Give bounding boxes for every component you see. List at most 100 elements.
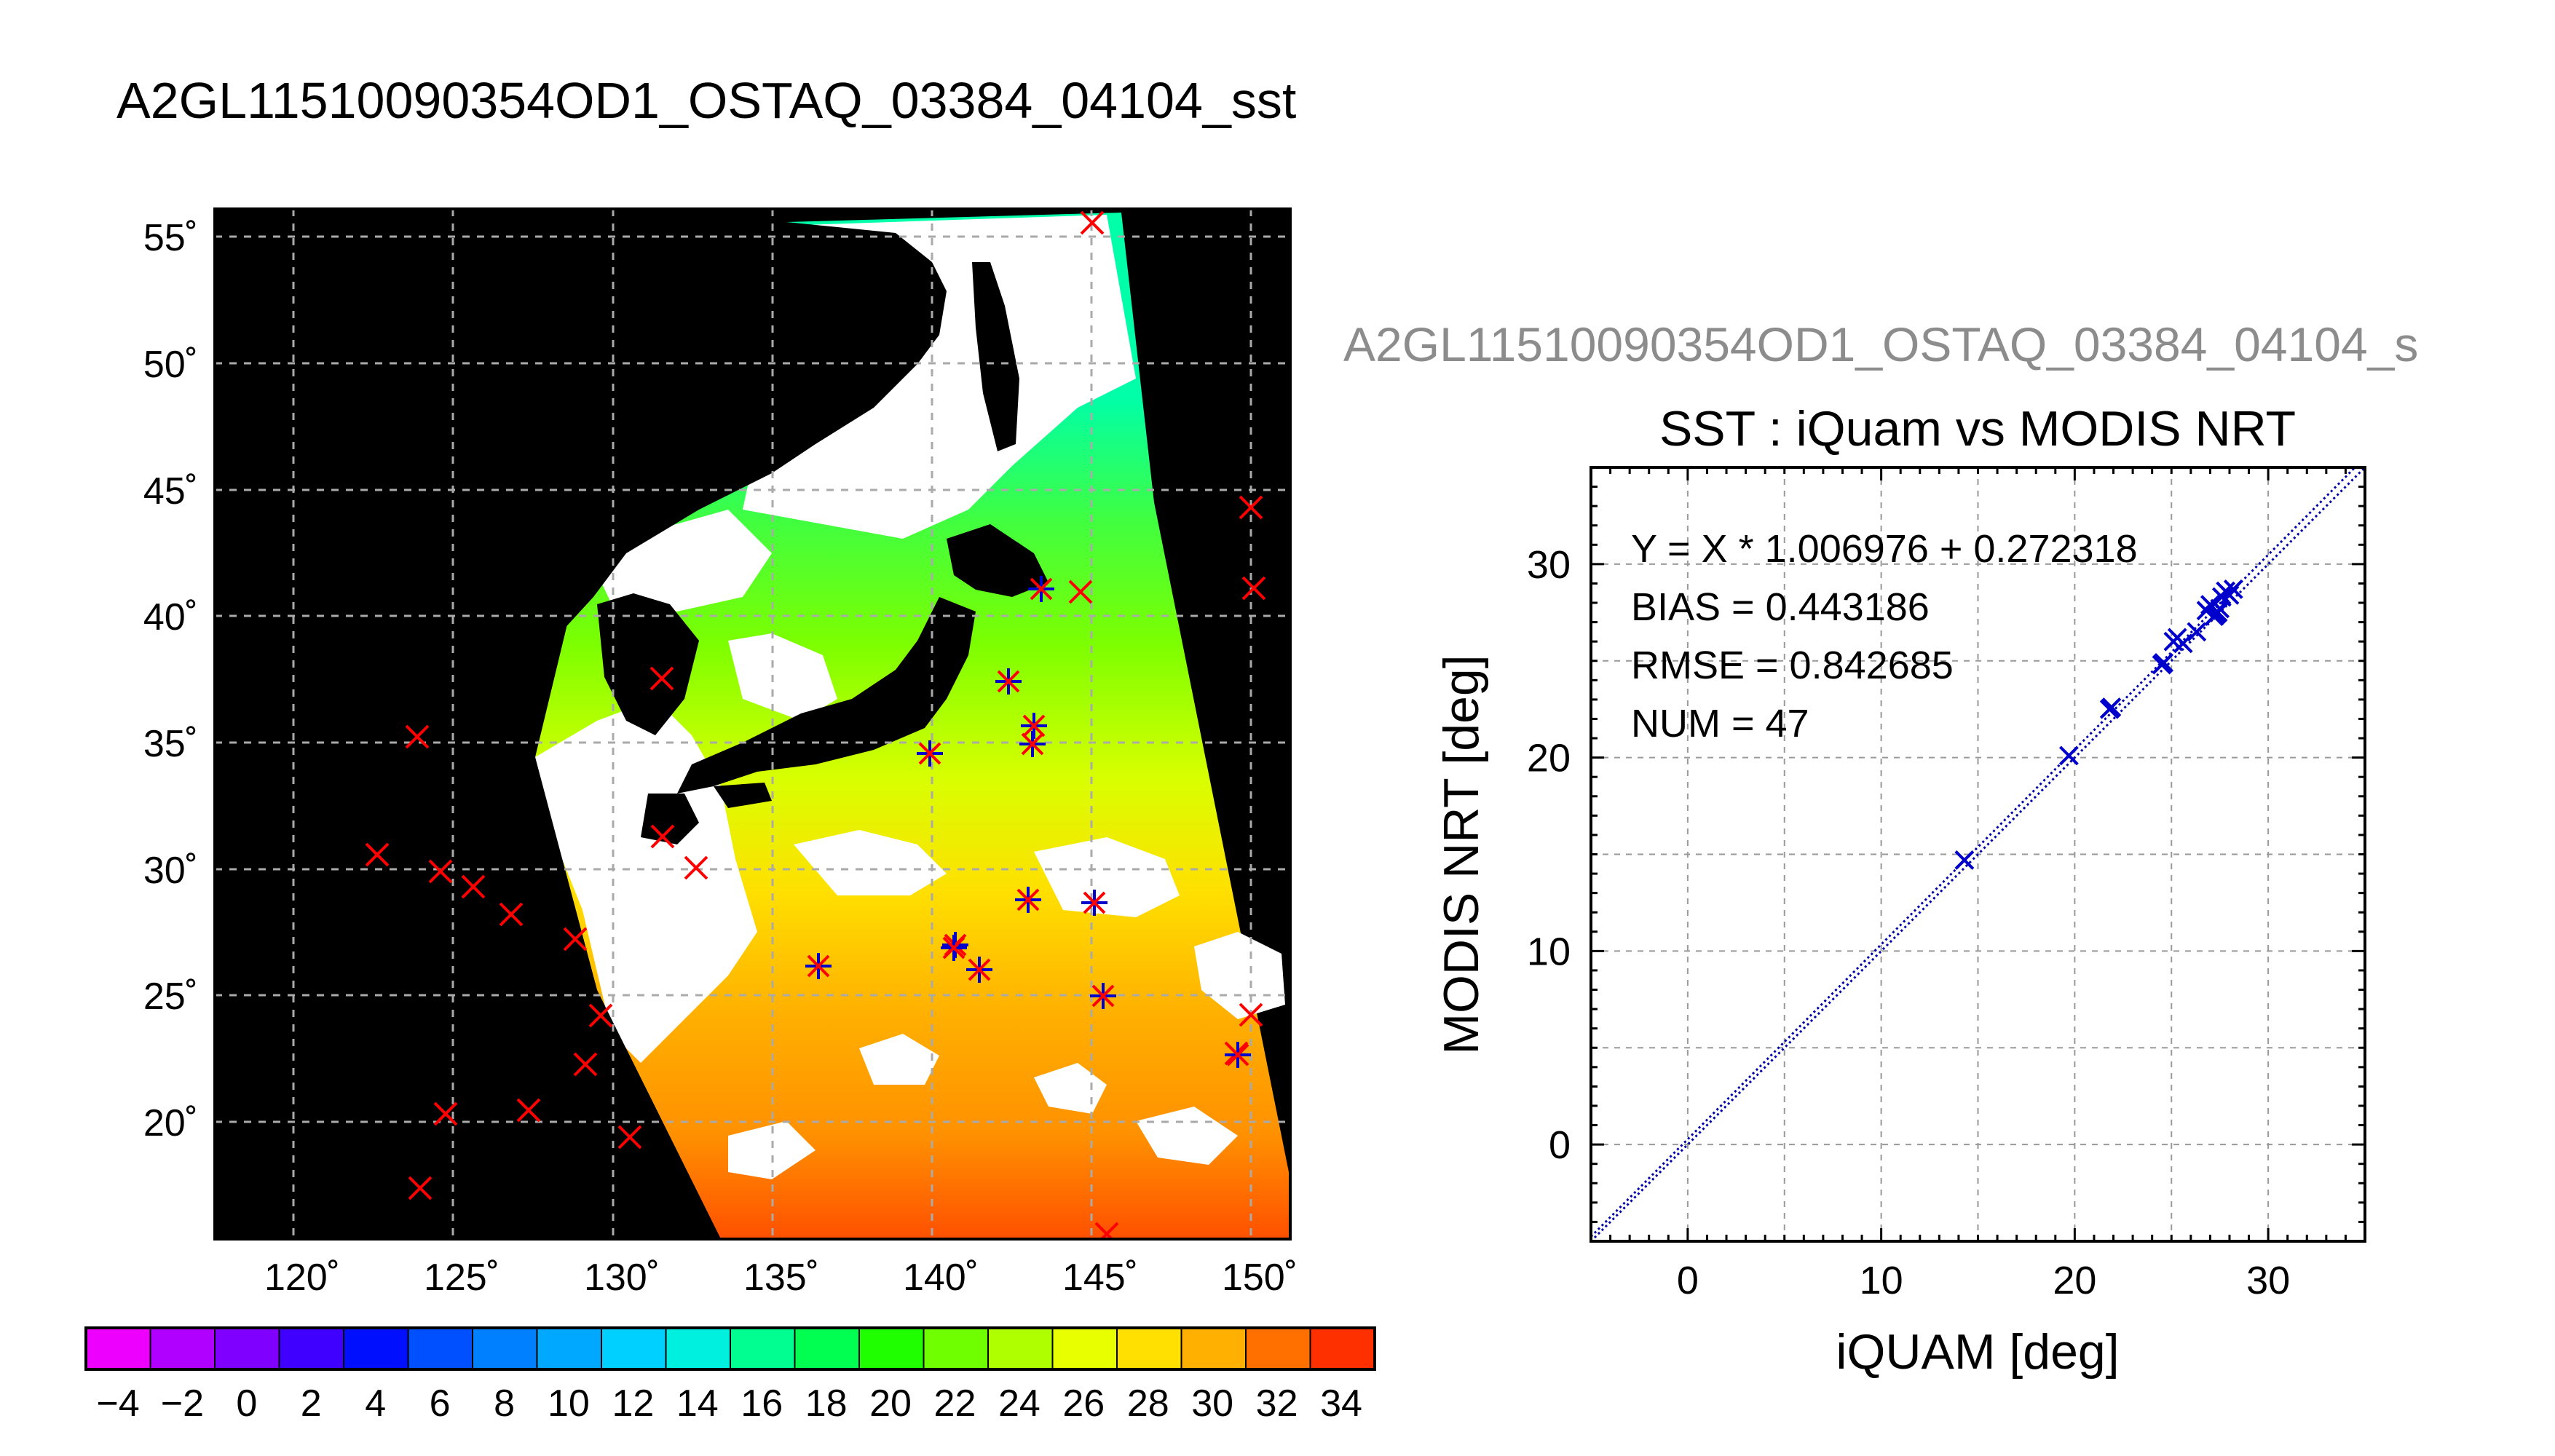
insitu-marker <box>516 1098 541 1123</box>
insitu-marker <box>365 842 390 867</box>
lon-label: 135˚ <box>743 1257 819 1299</box>
scatter-point <box>1954 850 1975 870</box>
insitu-marker <box>1083 891 1106 914</box>
colorbar-swatch <box>537 1328 602 1369</box>
colorbar-swatch <box>859 1328 924 1369</box>
y-tick-label: 0 <box>1549 1123 1571 1167</box>
lat-label: 55˚ <box>143 217 198 259</box>
colorbar-swatch <box>473 1328 537 1369</box>
scatter-tick-labels: 0 10 20 30 0 10 20 30 <box>1527 543 2290 1302</box>
scatter-plot-area <box>1591 467 2365 1241</box>
lon-label: 130˚ <box>584 1257 660 1299</box>
matchup-marker <box>1081 890 1107 916</box>
insitu-marker <box>1021 732 1044 756</box>
scatter-frame <box>1590 466 2366 1243</box>
insitu-marker <box>1226 1043 1249 1067</box>
x-tick-label: 30 <box>2246 1259 2290 1302</box>
colorbar-swatch <box>1181 1328 1247 1369</box>
insitu-marker <box>650 824 675 849</box>
colorbar-tick-label: 6 <box>430 1382 451 1425</box>
colorbar-swatch <box>150 1328 216 1369</box>
matchup-marker <box>966 957 992 983</box>
lat-label: 25˚ <box>143 976 198 1018</box>
matchup-marker <box>917 740 943 767</box>
insitu-marker <box>997 670 1020 693</box>
colorbar-swatch <box>1052 1328 1118 1369</box>
colorbar-labels: −4 −2 0 2 4 6 8 10 12 14 16 18 20 22 24 26 28 30 32 34 <box>96 1382 1362 1425</box>
matchup-marker <box>1019 731 1046 757</box>
insitu-marker <box>1091 984 1115 1008</box>
lon-label: 150˚ <box>1222 1257 1298 1299</box>
colorbar-tick-label: 4 <box>365 1382 386 1425</box>
scatter-point <box>2058 745 2079 766</box>
colorbar-tick-label: 8 <box>494 1382 515 1425</box>
colorbar-tick-label: 10 <box>548 1382 590 1425</box>
lon-label: 125˚ <box>424 1257 499 1299</box>
colorbar-tick-label: 20 <box>869 1382 912 1425</box>
insitu-marker <box>1022 714 1046 737</box>
colorbar-swatch <box>279 1328 344 1369</box>
scatter-point <box>2208 602 2228 622</box>
lat-label: 35˚ <box>143 723 198 765</box>
matchup-marker <box>995 668 1022 695</box>
matchup-marker <box>1021 713 1047 739</box>
scatter-point <box>2187 622 2207 642</box>
colorbar-tick-label: 18 <box>805 1382 848 1425</box>
matchup-marker <box>941 935 967 961</box>
colorbar-tick-label: 22 <box>934 1382 976 1425</box>
stats-fit: Y = X * 1.006976 + 0.272318 <box>1631 527 2138 571</box>
lat-label: 30˚ <box>143 850 198 892</box>
insitu-marker <box>942 936 965 960</box>
lat-label: 50˚ <box>143 344 198 386</box>
colorbar-swatch <box>215 1328 280 1369</box>
insitu-marker <box>684 855 708 880</box>
insitu-marker <box>1068 579 1093 604</box>
scatter-header: A2GL11510090354OD1_OSTAQ_03384_04104_s <box>1343 317 2418 371</box>
colorbar-tick-label: −2 <box>161 1382 204 1425</box>
colorbar-swatch <box>344 1328 408 1369</box>
colorbar-swatch <box>730 1328 795 1369</box>
one-to-one-line <box>1591 467 2365 1241</box>
insitu-marker <box>1094 1222 1119 1239</box>
scatter-plot: 0 10 20 30 0 10 20 30 <box>1527 466 2366 1302</box>
x-tick-label: 10 <box>1860 1259 1903 1302</box>
x-tick-label: 0 <box>1677 1259 1699 1302</box>
matchup-marker <box>1028 576 1054 602</box>
insitu-marker <box>405 724 430 749</box>
y-tick-label: 30 <box>1527 543 1571 587</box>
matchup-marker <box>1090 983 1116 1009</box>
colorbar-swatch <box>408 1328 473 1369</box>
x-axis-label: iQUAM [deg] <box>1836 1324 2119 1380</box>
insitu-marker <box>1239 495 1263 520</box>
insitu-marker <box>499 902 524 927</box>
colorbar-swatch <box>923 1328 989 1369</box>
land-mask <box>215 209 1049 1239</box>
colorbar-tick-label: 30 <box>1191 1382 1233 1425</box>
lat-label: 45˚ <box>143 470 198 513</box>
y-tick-label: 10 <box>1527 930 1571 973</box>
insitu-marker <box>617 1125 642 1150</box>
scatter-point <box>2154 652 2174 673</box>
insitu-marker <box>1080 210 1105 235</box>
colorbar-swatch <box>666 1328 731 1369</box>
page-title: A2GL11510090354OD1_OSTAQ_03384_04104_sst <box>117 72 1296 129</box>
colorbar-tick-label: 32 <box>1256 1382 1298 1425</box>
insitu-marker <box>918 742 941 765</box>
map-grid <box>215 209 1290 1239</box>
stats-block: Y = X * 1.006976 + 0.272318 BIAS = 0.443… <box>1631 527 2138 745</box>
lat-label: 20˚ <box>143 1102 198 1144</box>
lon-label: 145˚ <box>1062 1257 1138 1299</box>
map-frame <box>213 207 1292 1241</box>
stats-rmse: RMSE = 0.842685 <box>1631 644 1954 687</box>
stats-bias: BIAS = 0.443186 <box>1631 585 1930 629</box>
colorbar-tick-label: 14 <box>676 1382 719 1425</box>
insitu-marker <box>428 859 453 884</box>
colorbar-tick-label: 2 <box>301 1382 322 1425</box>
scatter-point <box>2101 697 2122 717</box>
y-tick-label: 20 <box>1527 737 1571 780</box>
lon-label: 140˚ <box>903 1257 979 1299</box>
colorbar-swatch <box>794 1328 860 1369</box>
colorbar-tick-label: 16 <box>741 1382 783 1425</box>
colorbar-swatch <box>1117 1328 1182 1369</box>
